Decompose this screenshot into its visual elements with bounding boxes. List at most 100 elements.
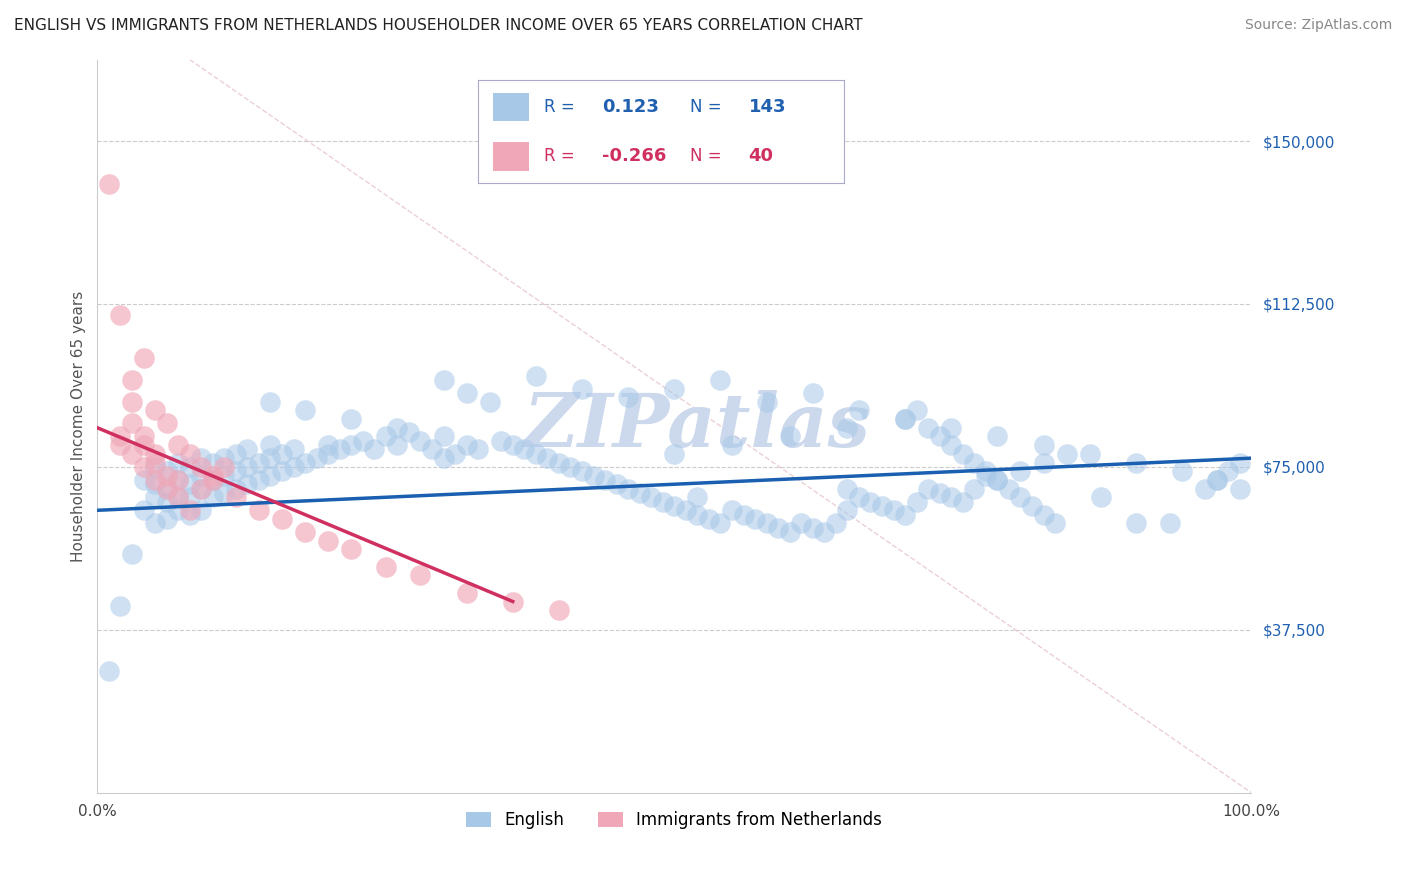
Point: [755, 394, 778, 409]
Point: [271, 447, 294, 461]
Point: [444, 447, 467, 461]
Point: [432, 373, 454, 387]
Point: [1032, 508, 1054, 522]
Point: [675, 503, 697, 517]
Point: [664, 447, 686, 461]
Point: [143, 477, 166, 491]
Point: [606, 477, 628, 491]
Point: [259, 451, 281, 466]
Point: [201, 473, 224, 487]
Point: [548, 603, 571, 617]
Point: [709, 373, 731, 387]
Point: [190, 451, 212, 466]
Point: [548, 456, 571, 470]
Point: [201, 473, 224, 487]
Point: [340, 542, 363, 557]
Point: [1171, 464, 1194, 478]
Bar: [492, 93, 529, 121]
Point: [905, 494, 928, 508]
Point: [941, 421, 963, 435]
Point: [305, 451, 328, 466]
Point: [721, 438, 744, 452]
Point: [697, 512, 720, 526]
Point: [214, 459, 236, 474]
Point: [167, 490, 190, 504]
Point: [1078, 447, 1101, 461]
Point: [513, 442, 536, 457]
Point: [432, 429, 454, 443]
Point: [179, 477, 201, 491]
Point: [870, 499, 893, 513]
Point: [986, 473, 1008, 487]
Point: [1090, 490, 1112, 504]
Point: [167, 503, 190, 517]
Point: [502, 438, 524, 452]
Point: [121, 547, 143, 561]
Point: [143, 456, 166, 470]
Point: [801, 521, 824, 535]
Point: [201, 468, 224, 483]
Point: [456, 586, 478, 600]
Point: [110, 438, 132, 452]
Point: [1205, 473, 1227, 487]
Point: [271, 512, 294, 526]
Point: [894, 412, 917, 426]
Point: [837, 503, 859, 517]
Point: [340, 412, 363, 426]
Point: [190, 468, 212, 483]
Point: [837, 421, 859, 435]
Point: [755, 516, 778, 531]
Point: [848, 403, 870, 417]
Point: [617, 482, 640, 496]
Point: [132, 429, 155, 443]
Point: [121, 447, 143, 461]
Point: [155, 482, 177, 496]
Point: [582, 468, 605, 483]
Text: ENGLISH VS IMMIGRANTS FROM NETHERLANDS HOUSEHOLDER INCOME OVER 65 YEARS CORRELAT: ENGLISH VS IMMIGRANTS FROM NETHERLANDS H…: [14, 18, 863, 33]
Point: [259, 394, 281, 409]
Legend: English, Immigrants from Netherlands: English, Immigrants from Netherlands: [460, 805, 889, 836]
Point: [986, 473, 1008, 487]
Point: [132, 473, 155, 487]
Point: [1021, 499, 1043, 513]
Point: [316, 533, 339, 548]
Point: [824, 516, 846, 531]
Point: [143, 516, 166, 531]
Point: [190, 503, 212, 517]
Point: [1125, 456, 1147, 470]
Text: 143: 143: [748, 98, 786, 116]
Point: [524, 447, 547, 461]
Point: [167, 473, 190, 487]
Point: [628, 486, 651, 500]
Point: [478, 394, 501, 409]
Point: [283, 459, 305, 474]
Point: [132, 503, 155, 517]
Point: [1205, 473, 1227, 487]
Point: [963, 456, 986, 470]
Point: [883, 503, 905, 517]
Point: [1194, 482, 1216, 496]
Point: [247, 473, 270, 487]
Point: [593, 473, 616, 487]
Point: [651, 494, 673, 508]
Point: [167, 438, 190, 452]
Point: [1229, 482, 1251, 496]
Point: [1160, 516, 1182, 531]
Point: [121, 417, 143, 431]
Point: [155, 468, 177, 483]
Point: [374, 559, 396, 574]
Point: [1010, 464, 1032, 478]
Point: [225, 447, 247, 461]
Point: [121, 394, 143, 409]
Point: [456, 386, 478, 401]
Point: [1056, 447, 1078, 461]
Point: [859, 494, 882, 508]
Point: [420, 442, 443, 457]
Point: [110, 308, 132, 322]
Point: [686, 490, 709, 504]
Point: [132, 351, 155, 366]
Point: [894, 508, 917, 522]
Point: [941, 490, 963, 504]
Point: [686, 508, 709, 522]
Point: [214, 486, 236, 500]
